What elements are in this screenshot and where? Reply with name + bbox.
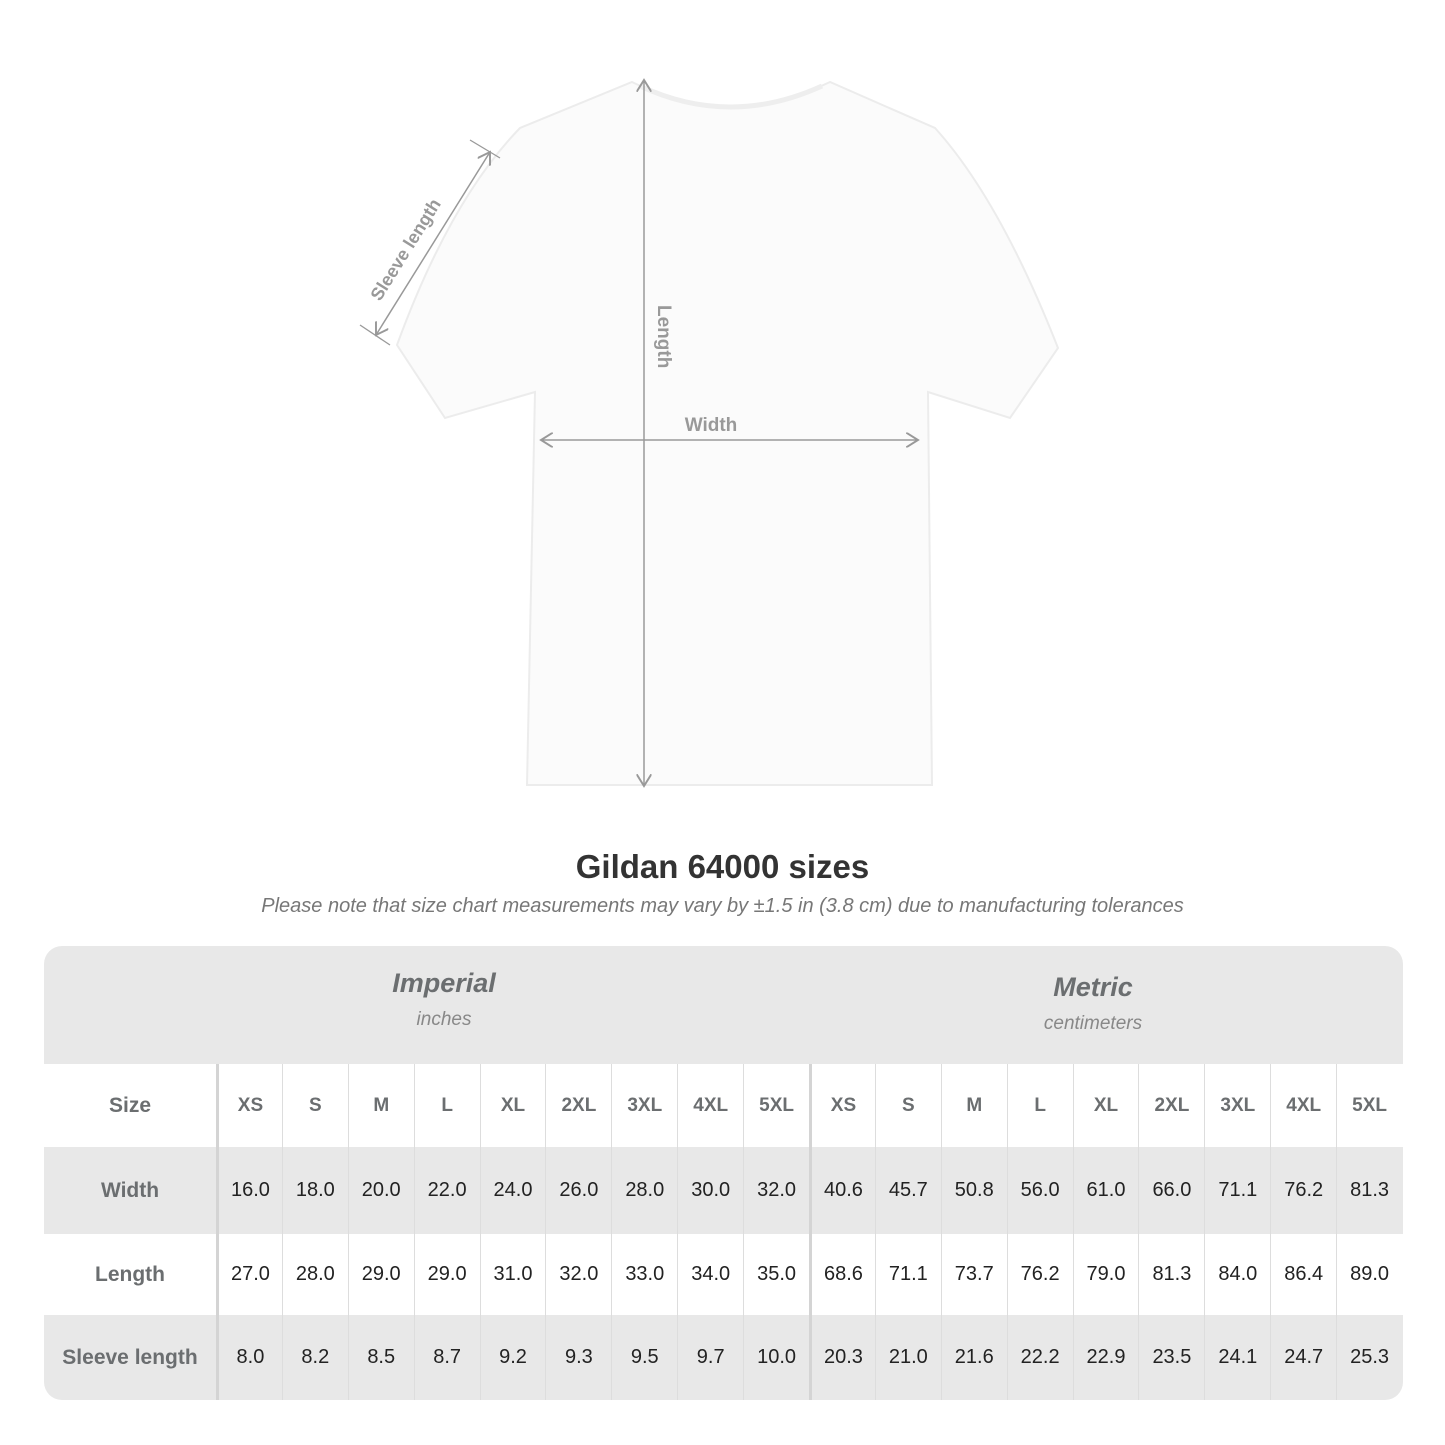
imperial-value-cell: 9.2 bbox=[479, 1315, 546, 1400]
metric-unit: centimeters bbox=[1043, 1013, 1143, 1034]
imperial-unit: inches bbox=[416, 1009, 472, 1030]
length-label: Length bbox=[653, 305, 674, 368]
metric-value-cell: 89.0 bbox=[1336, 1234, 1402, 1315]
metric-value-cell: 79.0 bbox=[1072, 1234, 1139, 1315]
size-header-cell: 2XL bbox=[545, 1064, 611, 1147]
size-header-cell: 5XL bbox=[1336, 1064, 1402, 1147]
metric-value-cell: 24.1 bbox=[1204, 1315, 1270, 1400]
metric-value-cell: 73.7 bbox=[940, 1234, 1007, 1315]
imperial-value-cell: 18.0 bbox=[281, 1147, 348, 1234]
metric-value-cell: 81.3 bbox=[1138, 1234, 1204, 1315]
imperial-value-cell: 22.0 bbox=[413, 1147, 480, 1234]
imperial-value-cell: 33.0 bbox=[611, 1234, 677, 1315]
imperial-value-cell: 35.0 bbox=[743, 1234, 809, 1315]
row-label: Length bbox=[95, 1262, 165, 1286]
imperial-value-cell: 28.0 bbox=[281, 1234, 348, 1315]
size-header-cell: 3XL bbox=[1204, 1064, 1270, 1147]
table-row: Length 27.0 28.0 29.0 29.0 31.0 32.0 33.0 34.0 35… bbox=[44, 1234, 1403, 1315]
imperial-value-cell: 26.0 bbox=[545, 1147, 611, 1234]
metric-value-cell: 22.9 bbox=[1072, 1315, 1139, 1400]
metric-value-cell: 84.0 bbox=[1204, 1234, 1270, 1315]
size-header-cell: 3XL bbox=[611, 1064, 677, 1147]
table-row: Width 16.0 18.0 20.0 22.0 24.0 26.0 28.0 30.0 32.… bbox=[44, 1147, 1403, 1234]
imperial-value-cell: 9.3 bbox=[545, 1315, 611, 1400]
size-header-cell: S bbox=[874, 1064, 941, 1147]
metric-value-cell: 66.0 bbox=[1138, 1147, 1204, 1234]
imperial-title: Imperial bbox=[392, 968, 496, 998]
imperial-header: Imperial inches bbox=[294, 968, 594, 1031]
size-header-cell: XL bbox=[1072, 1064, 1139, 1147]
metric-value-cell: 24.7 bbox=[1270, 1315, 1336, 1400]
imperial-value-cell: 16.0 bbox=[216, 1147, 282, 1234]
imperial-value-cell: 27.0 bbox=[216, 1234, 282, 1315]
imperial-value-cell: 8.0 bbox=[216, 1315, 282, 1400]
metric-value-cell: 61.0 bbox=[1072, 1147, 1139, 1234]
imperial-value-cell: 9.7 bbox=[677, 1315, 743, 1400]
size-header-cell: M bbox=[940, 1064, 1007, 1147]
table-header: Imperial inches Metric centimeters bbox=[44, 946, 1403, 1064]
page-title: Gildan 64000 sizes bbox=[575, 848, 870, 885]
metric-value-cell: 22.2 bbox=[1006, 1315, 1073, 1400]
metric-value-cell: 86.4 bbox=[1270, 1234, 1336, 1315]
size-header-cell: XS bbox=[216, 1064, 282, 1147]
metric-value-cell: 21.0 bbox=[874, 1315, 941, 1400]
metric-value-cell: 68.6 bbox=[809, 1234, 875, 1315]
metric-value-cell: 20.3 bbox=[809, 1315, 875, 1400]
size-header-cell: L bbox=[1006, 1064, 1073, 1147]
row-label: Width bbox=[100, 1178, 160, 1202]
imperial-value-cell: 30.0 bbox=[677, 1147, 743, 1234]
row-label: Sleeve length bbox=[62, 1345, 198, 1369]
imperial-value-cell: 32.0 bbox=[545, 1234, 611, 1315]
imperial-value-cell: 28.0 bbox=[611, 1147, 677, 1234]
metric-value-cell: 81.3 bbox=[1336, 1147, 1402, 1234]
metric-value-cell: 21.6 bbox=[940, 1315, 1007, 1400]
metric-value-cell: 71.1 bbox=[874, 1234, 941, 1315]
metric-value-cell: 56.0 bbox=[1006, 1147, 1073, 1234]
size-chart-table: Imperial inches Metric centimeters Size X… bbox=[44, 946, 1403, 1400]
imperial-value-cell: 8.2 bbox=[281, 1315, 348, 1400]
imperial-value-cell: 31.0 bbox=[479, 1234, 546, 1315]
size-header-cell: XS bbox=[809, 1064, 875, 1147]
imperial-value-cell: 8.5 bbox=[347, 1315, 414, 1400]
imperial-value-cell: 9.5 bbox=[611, 1315, 677, 1400]
metric-value-cell: 40.6 bbox=[809, 1147, 875, 1234]
tolerance-note: Please note that size chart measurements… bbox=[261, 895, 1184, 917]
size-header-cell: M bbox=[347, 1064, 414, 1147]
table-row: Sleeve length 8.0 8.2 8.5 8.7 9.2 9.3 9.5 9.7 10.… bbox=[44, 1315, 1403, 1400]
imperial-value-cell: 8.7 bbox=[413, 1315, 480, 1400]
metric-header: Metric centimeters bbox=[943, 972, 1243, 1035]
size-header-row: Size XS S M L XL 2XL 3XL 4XL 5XL XS S M L XL 2XL 3XL 4XL 5… bbox=[44, 1064, 1403, 1147]
imperial-value-cell: 24.0 bbox=[479, 1147, 546, 1234]
tshirt-diagram: Length Width Sleeve length bbox=[359, 0, 1060, 820]
size-header-cell: 4XL bbox=[677, 1064, 743, 1147]
metric-title: Metric bbox=[1053, 972, 1133, 1002]
size-header-cell: 5XL bbox=[743, 1064, 809, 1147]
imperial-value-cell: 20.0 bbox=[347, 1147, 414, 1234]
metric-value-cell: 76.2 bbox=[1270, 1147, 1336, 1234]
metric-value-cell: 76.2 bbox=[1006, 1234, 1073, 1315]
size-header-cell: XL bbox=[479, 1064, 546, 1147]
size-header-cell: S bbox=[281, 1064, 348, 1147]
size-header-cell: L bbox=[413, 1064, 480, 1147]
size-header-cell: 4XL bbox=[1270, 1064, 1336, 1147]
metric-value-cell: 50.8 bbox=[940, 1147, 1007, 1234]
imperial-value-cell: 34.0 bbox=[677, 1234, 743, 1315]
imperial-value-cell: 32.0 bbox=[743, 1147, 809, 1234]
metric-value-cell: 23.5 bbox=[1138, 1315, 1204, 1400]
imperial-value-cell: 29.0 bbox=[413, 1234, 480, 1315]
sleeve-arrow bbox=[376, 152, 490, 335]
row-label: Size bbox=[108, 1093, 152, 1117]
width-label: Width bbox=[685, 415, 738, 436]
metric-value-cell: 25.3 bbox=[1336, 1315, 1402, 1400]
size-header-cell: 2XL bbox=[1138, 1064, 1204, 1147]
metric-value-cell: 71.1 bbox=[1204, 1147, 1270, 1234]
imperial-value-cell: 10.0 bbox=[743, 1315, 809, 1400]
imperial-value-cell: 29.0 bbox=[347, 1234, 414, 1315]
metric-value-cell: 45.7 bbox=[874, 1147, 941, 1234]
